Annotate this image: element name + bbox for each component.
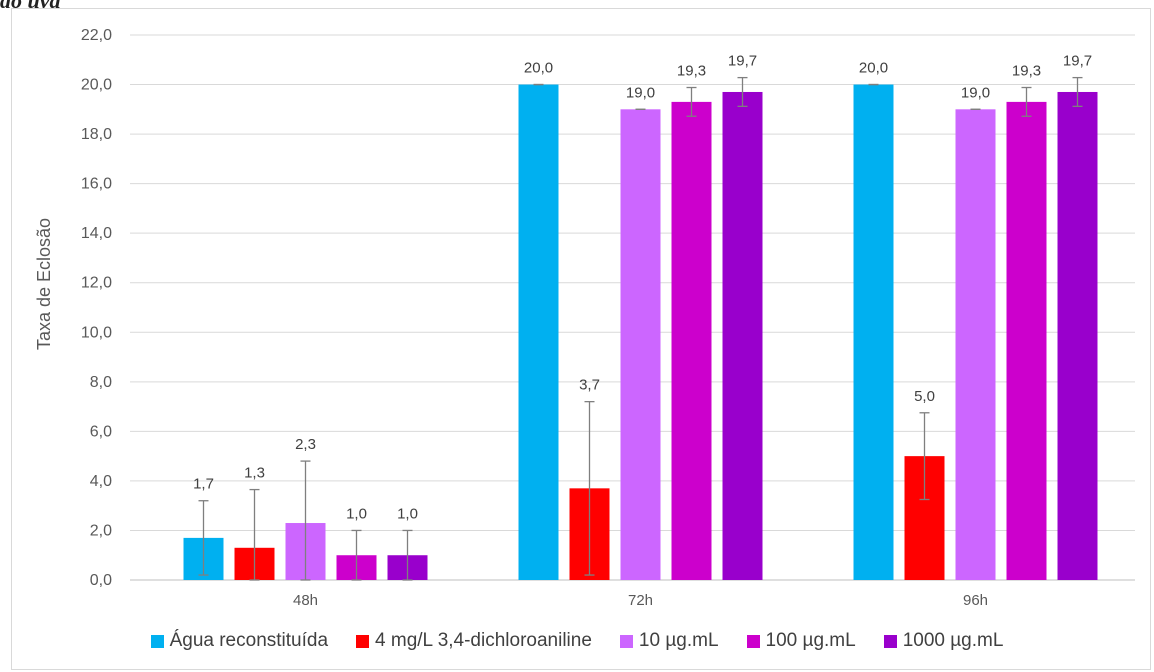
legend-label: 10 µg.mL	[638, 630, 719, 651]
y-tick-label: 10,0	[81, 324, 112, 341]
data-label: 19,7	[1063, 53, 1092, 70]
data-label: 2,3	[295, 436, 316, 453]
bar	[620, 109, 661, 581]
data-label: 19,7	[728, 53, 757, 70]
x-category-label: 72h	[628, 592, 653, 609]
y-axis-label: Taxa de Eclosão	[34, 218, 54, 350]
legend-item: 10 µg.mL	[619, 630, 719, 652]
y-tick-label: 14,0	[81, 225, 112, 242]
y-tick-label: 6,0	[90, 423, 112, 440]
legend-swatch	[883, 634, 897, 648]
bar	[1057, 91, 1098, 581]
data-label: 1,7	[193, 476, 214, 493]
y-tick-label: 12,0	[81, 275, 112, 292]
legend-item: 4 mg/L 3,4-dichloroaniline	[356, 630, 592, 652]
y-axis-ticks: 0,0 2,0 4,0 6,0 8,0 10,0 12,0 14,0 16,0 18,0 20,0 2…	[81, 27, 112, 589]
bar	[722, 91, 763, 581]
data-label: 19,3	[677, 63, 706, 80]
data-labels: 1,7 1,3 2,3 1,0 1,0 20,0 3,7 19,0 19,3 19,7 20,0 5,…	[193, 53, 1092, 523]
bar	[671, 101, 712, 581]
legend-label: Água reconstituída	[169, 630, 329, 651]
legend-item: 1000 µg.mL	[883, 630, 1004, 652]
legend-label: 100 µg.mL	[765, 630, 856, 651]
legend-item: Água reconstituída	[150, 630, 329, 652]
legend-label: 4 mg/L 3,4-dichloroaniline	[375, 630, 592, 651]
x-axis-categories: 48h 72h 96h	[293, 592, 988, 609]
bar	[1006, 101, 1047, 581]
y-tick-label: 8,0	[90, 374, 112, 391]
data-label: 20,0	[524, 60, 553, 77]
legend-swatch	[619, 634, 633, 648]
clipped-heading-text: do uva	[0, 0, 61, 13]
y-tick-label: 2,0	[90, 522, 112, 539]
x-category-label: 96h	[963, 592, 988, 609]
data-label: 1,0	[346, 505, 367, 522]
legend-swatch	[746, 634, 760, 648]
data-label: 20,0	[859, 60, 888, 77]
x-category-label: 48h	[293, 592, 318, 609]
y-tick-label: 22,0	[81, 27, 112, 44]
y-tick-label: 20,0	[81, 77, 112, 94]
data-label: 1,3	[244, 465, 265, 482]
y-tick-label: 18,0	[81, 126, 112, 143]
y-tick-label: 0,0	[90, 572, 112, 589]
data-label: 19,3	[1012, 63, 1041, 80]
error-bars	[198, 76, 1083, 581]
legend-label: 1000 µg.mL	[902, 630, 1004, 651]
data-label: 19,0	[626, 84, 655, 101]
data-label: 19,0	[961, 84, 990, 101]
bar	[518, 84, 559, 580]
bar	[853, 84, 894, 580]
legend: Água reconstituída 4 mg/L 3,4-dichloroani…	[0, 630, 1154, 652]
legend-swatch	[356, 634, 370, 648]
data-label: 1,0	[397, 505, 418, 522]
y-tick-label: 16,0	[81, 176, 112, 193]
y-tick-label: 4,0	[90, 473, 112, 490]
data-label: 5,0	[914, 388, 935, 405]
chart-frame	[11, 8, 1151, 670]
bar	[955, 109, 996, 581]
data-label: 3,7	[579, 377, 600, 394]
legend-item: 100 µg.mL	[746, 630, 856, 652]
legend-swatch	[150, 634, 164, 648]
